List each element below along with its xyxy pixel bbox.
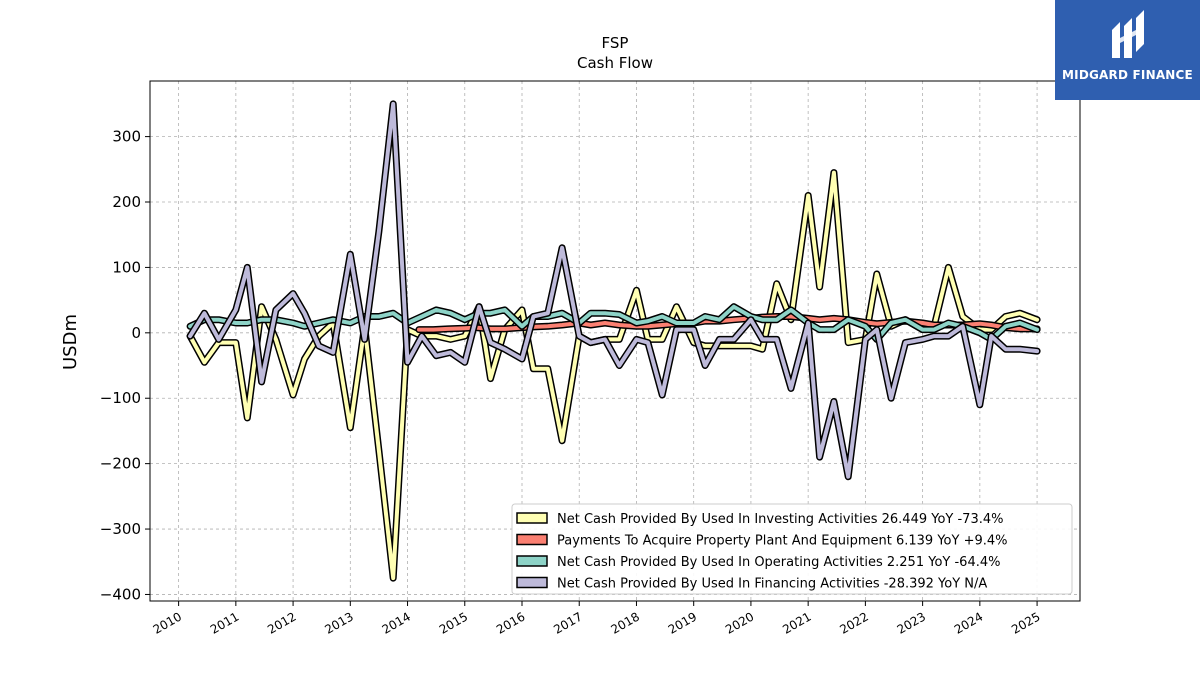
y-tick-label: 100 (112, 258, 141, 276)
x-tick-label: 2012 (265, 609, 298, 636)
legend-swatch (516, 533, 548, 546)
x-tick-label: 2013 (322, 609, 355, 636)
x-tick-label: 2010 (151, 609, 184, 636)
legend-entry: Net Cash Provided By Used In Financing A… (557, 577, 987, 592)
brand-logo: MIDGARD FINANCE (1055, 0, 1200, 100)
y-tick-label: −300 (100, 520, 141, 538)
series-lines (186, 100, 1041, 582)
x-tick-label: 2019 (666, 609, 699, 636)
legend-swatch (516, 512, 548, 524)
series-line-outline (186, 100, 1041, 481)
y-tick-label: 0 (131, 324, 141, 342)
chart-subtitle: Cash Flow (577, 54, 653, 72)
y-tick-label: 300 (112, 128, 141, 146)
logo-text: MIDGARD FINANCE (1062, 68, 1193, 82)
series-line (188, 101, 1040, 479)
legend-swatch (516, 576, 548, 589)
x-axis-ticks: 2010 2011 2012 2013 2014 2015 2016 2017 2018 2019… (151, 601, 1043, 637)
legend: Net Cash Provided By Used In Investing A… (511, 503, 1073, 595)
x-tick-label: 2020 (723, 609, 756, 636)
x-tick-label: 2023 (895, 609, 928, 636)
y-tick-label: −400 (100, 585, 141, 603)
x-tick-label: 2015 (437, 609, 470, 636)
series-line (188, 304, 1040, 342)
x-tick-label: 2011 (208, 609, 241, 636)
chart-title: FSP (602, 34, 629, 52)
x-tick-label: 2021 (780, 609, 813, 636)
series-3 (186, 100, 1041, 481)
legend-box (511, 503, 1073, 595)
legend-entry: Payments To Acquire Property Plant And E… (557, 534, 1008, 549)
series-2 (186, 303, 1041, 343)
midgard-logo-icon (1111, 10, 1144, 58)
plot-frame (149, 80, 1081, 602)
y-tick-label: 200 (112, 193, 141, 211)
x-tick-label: 2018 (609, 609, 642, 636)
y-axis-ticks: 300 200 100 0 −100 −200 −300 −400 (100, 128, 150, 603)
y-axis-label: USDm (60, 314, 81, 370)
x-tick-label: 2017 (551, 609, 584, 636)
x-tick-label: 2022 (837, 609, 870, 636)
x-tick-label: 2014 (380, 609, 413, 636)
legend-entry: Net Cash Provided By Used In Operating A… (557, 555, 1000, 570)
x-tick-label: 2016 (494, 609, 527, 636)
x-tick-label: 2025 (1009, 609, 1042, 636)
legend-swatch (516, 555, 548, 567)
x-tick-label: 2024 (952, 609, 985, 636)
y-tick-label: −200 (100, 455, 141, 473)
y-tick-label: −100 (100, 389, 141, 407)
legend-entry: Net Cash Provided By Used In Investing A… (557, 512, 1003, 527)
